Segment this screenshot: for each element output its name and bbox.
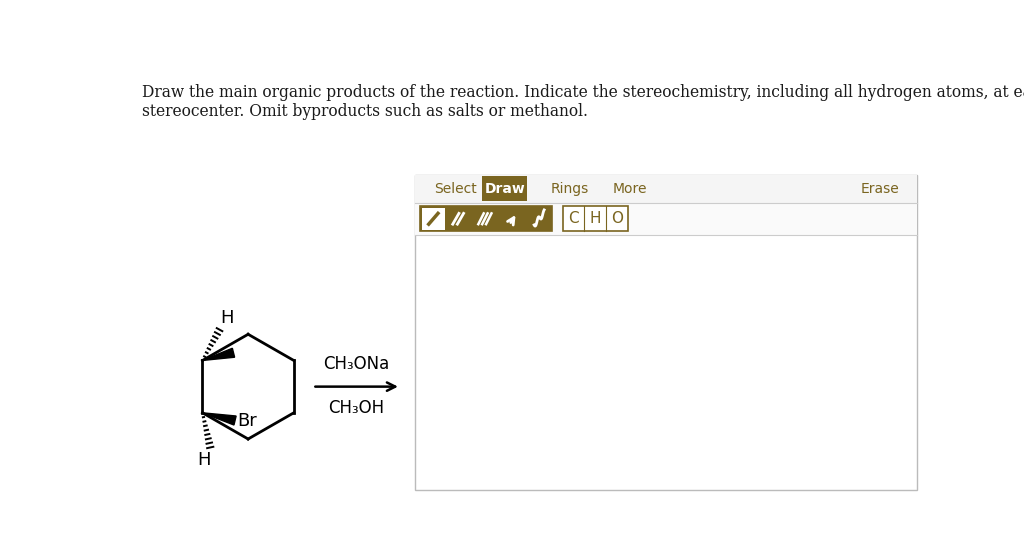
- Text: CH₃ONa: CH₃ONa: [324, 355, 390, 373]
- Bar: [482, 177, 527, 201]
- Text: H: H: [590, 211, 601, 226]
- Text: Rings: Rings: [551, 182, 589, 196]
- Text: Erase: Erase: [860, 182, 899, 196]
- Text: Draw: Draw: [484, 182, 525, 196]
- Text: H: H: [220, 309, 233, 326]
- Bar: [563, 206, 628, 231]
- Bar: [415, 202, 916, 235]
- Bar: [420, 206, 552, 231]
- Text: Select: Select: [434, 182, 476, 196]
- Text: C: C: [568, 211, 579, 226]
- Polygon shape: [203, 413, 237, 425]
- Bar: [415, 175, 916, 490]
- Bar: [415, 175, 916, 202]
- Text: More: More: [613, 182, 647, 196]
- Text: CH₃OH: CH₃OH: [329, 399, 385, 417]
- Text: H: H: [198, 451, 211, 468]
- Text: Draw the main organic products of the reaction. Indicate the stereochemistry, in: Draw the main organic products of the re…: [142, 84, 1024, 101]
- Polygon shape: [203, 348, 234, 361]
- Bar: [422, 208, 445, 230]
- Text: Br: Br: [238, 411, 257, 429]
- Text: stereocenter. Omit byproducts such as salts or methanol.: stereocenter. Omit byproducts such as sa…: [142, 102, 588, 120]
- Text: O: O: [611, 211, 623, 226]
